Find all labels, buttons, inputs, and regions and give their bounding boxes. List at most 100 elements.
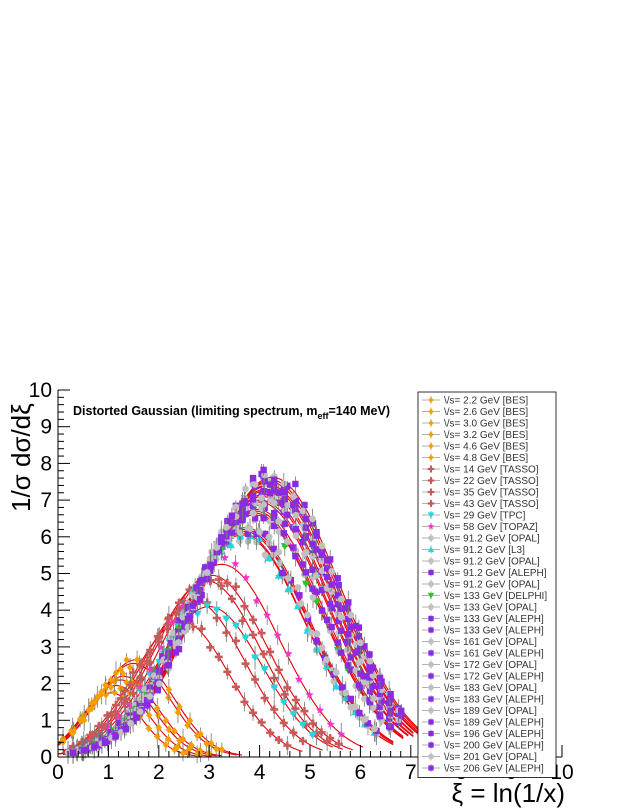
data-point bbox=[289, 710, 298, 719]
legend-marker bbox=[428, 696, 434, 702]
data-point bbox=[174, 598, 183, 607]
data-point bbox=[165, 735, 172, 744]
data-point bbox=[184, 623, 192, 631]
legend-marker bbox=[428, 615, 434, 622]
data-point bbox=[102, 680, 109, 689]
data-point bbox=[184, 721, 191, 730]
legend-marker bbox=[428, 442, 434, 450]
legend-entry: \/s= 22 GeV [TASSO] bbox=[422, 476, 539, 487]
data-point bbox=[122, 726, 130, 733]
legend-label: \/s= 91.2 GeV [ALEPH] bbox=[444, 568, 547, 579]
data-point bbox=[318, 551, 325, 559]
x-tick-label: 2 bbox=[153, 761, 165, 784]
data-point bbox=[366, 674, 373, 681]
data-point bbox=[361, 678, 368, 686]
data-point bbox=[196, 595, 204, 603]
data-point bbox=[292, 497, 300, 504]
data-point bbox=[284, 649, 293, 658]
data-point bbox=[312, 729, 321, 738]
data-point bbox=[188, 741, 195, 750]
legend-label: \/s= 91.2 GeV [OPAL] bbox=[444, 580, 540, 591]
y-tick-label: 4 bbox=[40, 599, 52, 622]
legend-marker bbox=[428, 408, 434, 415]
data-point bbox=[117, 728, 125, 736]
data-point bbox=[313, 638, 320, 645]
data-points bbox=[60, 463, 405, 764]
data-point bbox=[293, 602, 302, 610]
data-point bbox=[338, 627, 345, 634]
data-point bbox=[318, 567, 326, 575]
data-point bbox=[231, 636, 240, 645]
data-point bbox=[332, 669, 340, 676]
data-point bbox=[246, 525, 254, 533]
data-point bbox=[274, 571, 283, 579]
data-point bbox=[154, 637, 163, 646]
data-point bbox=[218, 538, 225, 546]
data-point bbox=[280, 530, 287, 537]
legend-label: \/s= 22 GeV [TASSO] bbox=[444, 476, 539, 487]
data-point bbox=[249, 492, 257, 500]
data-point bbox=[214, 652, 223, 661]
data-point bbox=[271, 509, 278, 517]
plot-title: Distorted Gaussian (limiting spectrum, m… bbox=[73, 404, 390, 421]
data-point bbox=[291, 704, 300, 713]
legend-label: \/s= 2.2 GeV [BES] bbox=[444, 396, 528, 407]
data-point bbox=[369, 704, 377, 711]
data-point bbox=[279, 718, 288, 727]
axes: 012345678910012345678910 bbox=[29, 379, 574, 784]
y-tick-label: 5 bbox=[40, 563, 52, 586]
data-point bbox=[284, 511, 291, 519]
data-point bbox=[284, 585, 293, 593]
data-point bbox=[313, 645, 322, 653]
legend-entry: \/s= 200 GeV [ALEPH] bbox=[422, 741, 544, 752]
data-point bbox=[95, 742, 103, 749]
data-point bbox=[175, 639, 182, 646]
data-point bbox=[323, 737, 332, 746]
data-point bbox=[296, 592, 303, 599]
data-point bbox=[328, 604, 335, 612]
data-point bbox=[261, 551, 269, 559]
data-point bbox=[334, 592, 341, 599]
data-point bbox=[120, 687, 129, 696]
data-point bbox=[172, 649, 180, 656]
legend-entry: \/s= 29 GeV [TPC] bbox=[422, 511, 526, 522]
data-point bbox=[171, 610, 180, 619]
legend-label: \/s= 133 GeV [OPAL] bbox=[444, 603, 537, 614]
x-tick-label: 0 bbox=[52, 761, 64, 784]
x-tick-label: 6 bbox=[355, 761, 367, 784]
data-point bbox=[86, 736, 95, 745]
data-point bbox=[283, 741, 292, 750]
data-point bbox=[176, 702, 183, 711]
data-point bbox=[231, 559, 240, 568]
legend-label: \/s= 201 GeV [OPAL] bbox=[444, 752, 537, 763]
data-point bbox=[328, 568, 336, 575]
data-point bbox=[260, 514, 267, 522]
data-point bbox=[366, 663, 373, 670]
data-point bbox=[309, 585, 316, 592]
data-point bbox=[355, 647, 363, 654]
data-point bbox=[261, 530, 269, 538]
data-point bbox=[251, 515, 259, 522]
data-point bbox=[111, 688, 118, 697]
legend-marker bbox=[428, 581, 434, 587]
data-point bbox=[345, 599, 352, 606]
data-point bbox=[157, 643, 166, 652]
legend-entry: \/s= 35 GeV [TASSO] bbox=[422, 488, 539, 499]
data-point bbox=[302, 569, 310, 576]
data-point bbox=[283, 683, 292, 692]
data-point bbox=[244, 530, 252, 538]
data-point bbox=[309, 540, 316, 548]
data-point bbox=[257, 718, 266, 727]
data-point bbox=[366, 657, 374, 665]
legend-label: \/s= 43 GeV [TASSO] bbox=[444, 499, 539, 510]
data-point bbox=[242, 485, 249, 493]
data-point bbox=[292, 480, 299, 488]
data-point bbox=[280, 480, 288, 487]
data-point bbox=[335, 581, 342, 589]
data-point bbox=[304, 615, 312, 622]
legend-marker bbox=[428, 684, 434, 691]
data-point bbox=[371, 725, 378, 733]
data-point bbox=[249, 615, 258, 624]
legend-marker bbox=[428, 742, 434, 748]
legend-label: \/s= 4.8 GeV [BES] bbox=[444, 453, 528, 464]
